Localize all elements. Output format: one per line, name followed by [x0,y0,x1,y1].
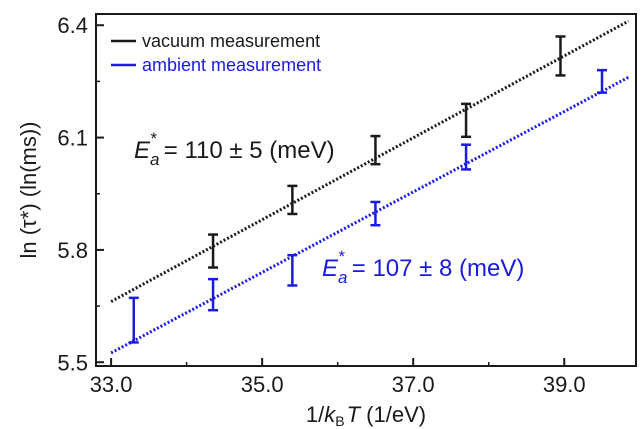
x-axis-title: 1/kBT (1/eV) [306,402,426,429]
x-tick-label: 33.0 [90,372,133,397]
y-tick-label: 5.8 [57,238,88,263]
annotation-vacuum-activation-energy: Ea* = 110 ± 5 (meV) [134,129,335,169]
y-tick-label: 6.1 [57,126,88,151]
x-tick-labels: 33.0 35.0 37.0 39.0 [90,372,586,397]
legend: vacuum measurement ambient measurement [111,31,321,75]
error-bar-vacuum [370,134,381,166]
error-bar-ambient [128,296,139,344]
error-bars [128,35,608,344]
x-tick-label: 39.0 [543,372,586,397]
error-bar-vacuum [555,35,566,77]
annotation-ambient-activation-energy: Ea* = 107 ± 8 (meV) [322,247,524,287]
axis-ticks [96,24,566,366]
y-tick-label: 5.5 [57,350,88,375]
error-bar-vacuum [208,233,219,269]
error-bar-ambient [461,143,472,171]
error-bar-vacuum [461,102,472,139]
y-axis-title: ln (τ*) (ln(ms)) [16,121,41,258]
error-bar-ambient [208,277,219,312]
x-tick-label: 37.0 [392,372,435,397]
fit-line-ambient [110,75,630,355]
y-tick-label: 6.4 [57,13,88,38]
error-bar-vacuum [287,184,298,216]
error-bar-ambient [597,68,608,94]
legend-label-ambient: ambient measurement [142,55,321,75]
error-bar-ambient [370,200,381,227]
x-tick-label: 35.0 [241,372,284,397]
error-bar-ambient [287,253,298,287]
fit-lines [110,19,630,355]
y-tick-labels: 5.5 5.8 6.1 6.4 [57,13,88,375]
legend-label-vacuum: vacuum measurement [142,31,320,51]
plot-frame [95,13,637,367]
